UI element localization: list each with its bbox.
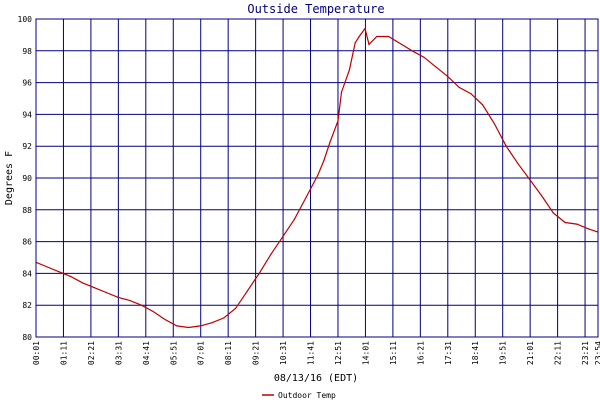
data-point bbox=[403, 45, 405, 47]
grid bbox=[36, 19, 598, 337]
legend: Outdoor Temp bbox=[262, 391, 336, 400]
data-point bbox=[129, 299, 131, 302]
data-point bbox=[470, 93, 472, 95]
data-point bbox=[358, 35, 360, 38]
data-point bbox=[70, 275, 72, 278]
data-point bbox=[235, 307, 237, 309]
x-tick-label: 04:41 bbox=[142, 341, 151, 365]
data-point bbox=[176, 325, 178, 327]
data-point bbox=[223, 317, 225, 319]
x-tick-label: 00:01 bbox=[32, 341, 41, 365]
y-tick-label: 80 bbox=[22, 333, 32, 342]
y-tick-label: 96 bbox=[22, 79, 32, 88]
y-tick-label: 82 bbox=[22, 301, 32, 310]
x-tick-label: 23:21 bbox=[581, 341, 590, 365]
data-point bbox=[505, 145, 507, 147]
data-point bbox=[376, 35, 378, 38]
data-point bbox=[348, 69, 350, 71]
y-tick-label: 90 bbox=[22, 174, 32, 183]
data-point bbox=[446, 75, 449, 77]
data-point bbox=[105, 291, 107, 294]
x-tick-label: 08:11 bbox=[224, 341, 233, 365]
x-tick-label: 15:11 bbox=[389, 341, 398, 365]
x-tick-label: 07:01 bbox=[197, 341, 206, 365]
data-point bbox=[435, 66, 437, 68]
data-point bbox=[587, 228, 590, 230]
x-tick-label: 02:21 bbox=[87, 341, 96, 365]
y-ticks: 80 82 84 86 88 90 92 94 96 98 100 bbox=[18, 15, 33, 342]
y-tick-label: 92 bbox=[22, 142, 32, 151]
x-tick-label: 11:41 bbox=[307, 341, 316, 365]
data-point bbox=[354, 42, 356, 44]
data-point bbox=[482, 104, 484, 106]
x-tick-label: 17:31 bbox=[444, 341, 453, 365]
data-point bbox=[46, 266, 48, 268]
data-point bbox=[517, 163, 519, 165]
x-tick-label: 22:11 bbox=[554, 341, 563, 365]
data-point bbox=[337, 120, 339, 122]
y-tick-label: 100 bbox=[18, 15, 33, 24]
y-tick-label: 84 bbox=[22, 269, 32, 278]
data-point bbox=[323, 159, 325, 162]
legend-label: Outdoor Temp bbox=[278, 391, 336, 400]
x-tick-label: 05:51 bbox=[169, 341, 178, 365]
data-point bbox=[411, 50, 413, 52]
y-tick-label: 88 bbox=[22, 206, 32, 215]
data-point bbox=[529, 178, 531, 181]
data-point bbox=[152, 310, 154, 313]
data-point bbox=[93, 287, 96, 289]
data-point bbox=[293, 218, 296, 220]
data-point bbox=[458, 86, 460, 88]
data-point bbox=[368, 43, 370, 46]
y-tick-label: 86 bbox=[22, 238, 32, 247]
data-point bbox=[117, 296, 119, 298]
x-tick-label: 21:01 bbox=[526, 341, 535, 365]
data-point bbox=[164, 318, 166, 321]
data-point bbox=[258, 272, 260, 274]
x-tick-label: 18:41 bbox=[471, 341, 480, 365]
data-point bbox=[340, 91, 343, 93]
x-tick-label: 23:54 bbox=[594, 341, 600, 365]
y-axis-label: Degrees F bbox=[4, 151, 15, 205]
x-tick-label: 16:21 bbox=[416, 341, 425, 365]
data-point bbox=[58, 271, 60, 273]
plot-border bbox=[35, 18, 599, 338]
data-point bbox=[423, 56, 425, 58]
data-point bbox=[576, 223, 578, 225]
x-tick-label: 10:31 bbox=[279, 341, 288, 365]
x-tick-label: 01:11 bbox=[59, 341, 68, 365]
data-point bbox=[270, 253, 272, 255]
data-point bbox=[246, 290, 248, 292]
data-point bbox=[493, 123, 496, 125]
data-point bbox=[540, 194, 543, 197]
chart-title: Outside Temperature bbox=[247, 2, 384, 16]
data-point bbox=[140, 304, 143, 306]
data-point bbox=[329, 142, 331, 144]
x-tick-label: 14:01 bbox=[361, 341, 370, 365]
data-point bbox=[387, 35, 390, 38]
x-ticks: 00:01 01:11 02:21 03:31 04:41 05:51 07:01 08:11… bbox=[32, 341, 600, 365]
x-tick-label: 09:21 bbox=[252, 341, 261, 365]
y-tick-label: 98 bbox=[22, 47, 32, 56]
data-point bbox=[564, 221, 566, 224]
data-point bbox=[317, 174, 319, 176]
data-point bbox=[364, 27, 366, 30]
data-point bbox=[305, 196, 307, 198]
data-point bbox=[82, 282, 84, 284]
y-tick-label: 94 bbox=[22, 110, 32, 119]
data-point bbox=[552, 212, 554, 214]
series-layer bbox=[35, 27, 599, 329]
data-point bbox=[282, 236, 284, 238]
data-point bbox=[395, 40, 398, 42]
x-tick-label: 03:31 bbox=[114, 341, 123, 365]
x-tick-label: 12:51 bbox=[334, 341, 343, 365]
data-point bbox=[211, 322, 213, 324]
x-axis-label: 08/13/16 (EDT) bbox=[274, 373, 358, 384]
data-point bbox=[199, 325, 201, 327]
x-tick-label: 19:51 bbox=[499, 341, 508, 365]
data-point bbox=[187, 326, 190, 329]
